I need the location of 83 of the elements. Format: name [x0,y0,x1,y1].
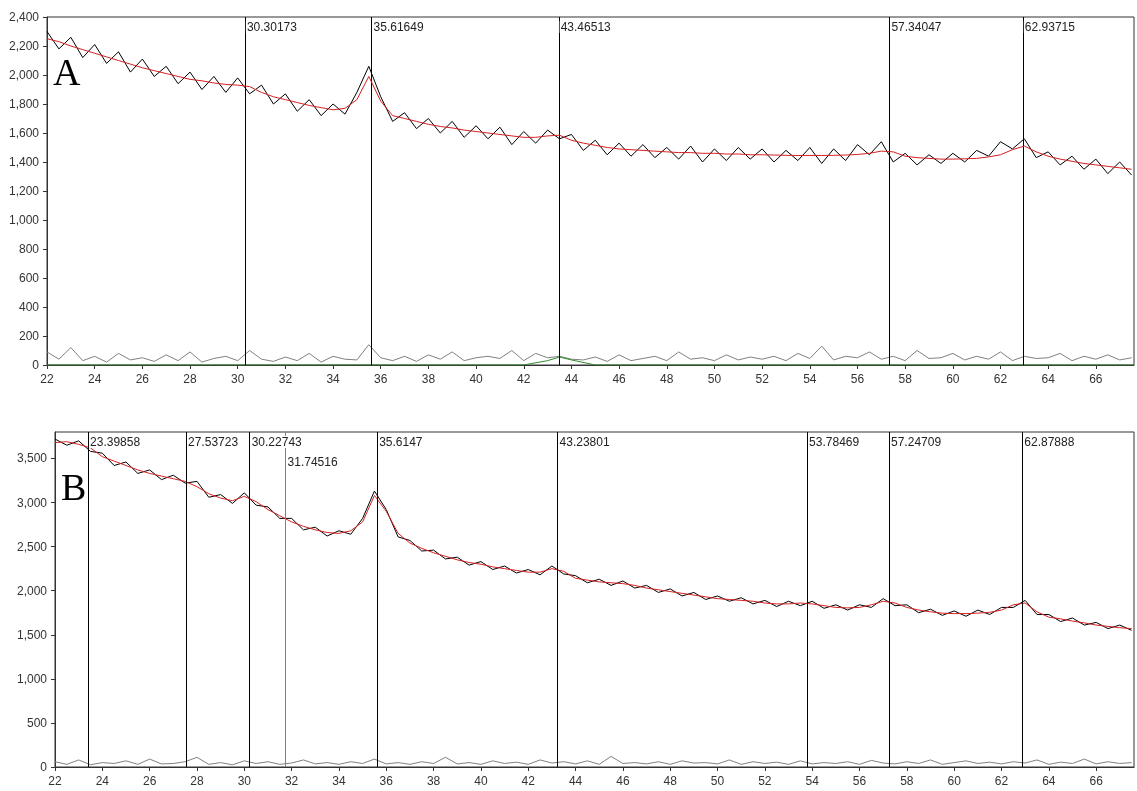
y-tick-label: 600 [18,271,40,285]
x-tick-label: 32 [278,372,293,386]
x-tick-label: 58 [900,774,914,788]
x-tick-label: 46 [616,774,630,788]
x-tick-label: 30 [237,774,252,788]
y-tick-label: 1,000 [8,213,40,227]
x-tick-label: 60 [946,372,960,386]
x-tick-label: 42 [517,372,531,386]
ref-line-label: 35.61649 [373,20,424,34]
y-tick-label: 500 [26,715,48,730]
x-tick-label: 64 [1042,774,1056,788]
x-tick-label: 48 [660,372,674,386]
ref-line-label: 43.46513 [560,20,612,34]
y-tick-label: 2,000 [8,68,40,82]
x-tick-label: 26 [142,774,157,788]
ref-line-label: 30.22743 [251,435,303,449]
y-tick-label: 1,400 [8,155,40,169]
x-tick-label: 48 [663,774,678,788]
x-tick-label: 54 [803,372,817,386]
x-tick-label: 52 [758,774,772,788]
ref-line-label: 57.34047 [891,20,942,34]
x-tick-label: 44 [564,372,579,386]
x-tick-label: 28 [183,372,198,386]
y-tick-label: 2,000 [16,583,48,598]
x-tick-label: 62 [994,774,1009,788]
ref-line-label: 31.74516 [287,455,338,469]
y-tick-label: 1,800 [8,97,40,111]
ref-line-label: 23.39858 [90,435,141,449]
x-tick-label: 36 [374,372,388,386]
x-tick-label: 64 [1041,372,1056,386]
x-tick-label: 42 [521,774,536,788]
ref-line-label: 62.93715 [1024,20,1076,34]
x-tick-label: 56 [850,372,865,386]
y-tick-label: 1,600 [8,126,40,140]
y-tick-label: 0 [32,358,40,372]
y-tick-label: 2,200 [8,39,40,53]
annotation: B [61,466,87,508]
x-tick-label: 34 [332,774,346,788]
ref-line-label: 53.78469 [809,435,860,449]
x-tick-label: 54 [805,774,820,788]
y-tick-label: 1,500 [16,627,48,642]
x-tick-label: 50 [707,372,722,386]
x-tick-label: 24 [95,774,110,788]
y-tick-label: 2,400 [8,10,40,24]
x-tick-label: 44 [568,774,583,788]
ref-line-label: 43.23801 [559,435,610,449]
x-tick-label: 58 [898,372,913,386]
x-tick-label: 38 [426,774,441,788]
y-tick-label: 1,200 [8,184,40,198]
ref-line-label: 27.53723 [188,435,239,449]
x-tick-label: 28 [190,774,204,788]
x-tick-label: 30 [231,372,245,386]
y-tick-label: 800 [18,242,40,256]
x-tick-label: 38 [421,372,436,386]
ref-line-label: 30.30173 [246,20,298,34]
y-tick-label: 3,500 [16,451,48,466]
annotation: A [53,51,81,93]
ref-line-label: 62.87888 [1024,435,1075,449]
y-tick-label: 3,000 [16,495,48,510]
y-tick-label: 400 [18,300,40,314]
x-tick-label: 62 [993,372,1008,386]
x-tick-label: 32 [284,774,299,788]
x-tick-label: 22 [48,774,62,788]
x-tick-label: 24 [88,372,102,386]
x-tick-label: 60 [947,774,962,788]
x-tick-label: 46 [612,372,627,386]
y-tick-label: 200 [18,329,40,343]
x-tick-label: 40 [469,372,484,386]
x-tick-label: 66 [1089,774,1104,788]
x-tick-label: 66 [1089,372,1103,386]
ref-line-label: 35.6147 [379,435,423,449]
x-tick-label: 22 [40,372,54,386]
x-tick-label: 56 [852,774,867,788]
x-tick-label: 52 [755,372,770,386]
x-tick-label: 34 [326,372,341,386]
x-tick-label: 50 [710,774,725,788]
y-tick-label: 0 [40,760,48,774]
x-tick-label: 36 [379,774,394,788]
ref-line-label: 57.24709 [891,435,942,449]
x-tick-label: 26 [135,372,150,386]
y-tick-label: 1,000 [16,671,48,686]
x-tick-label: 40 [474,774,488,788]
y-tick-label: 2,500 [16,539,48,554]
